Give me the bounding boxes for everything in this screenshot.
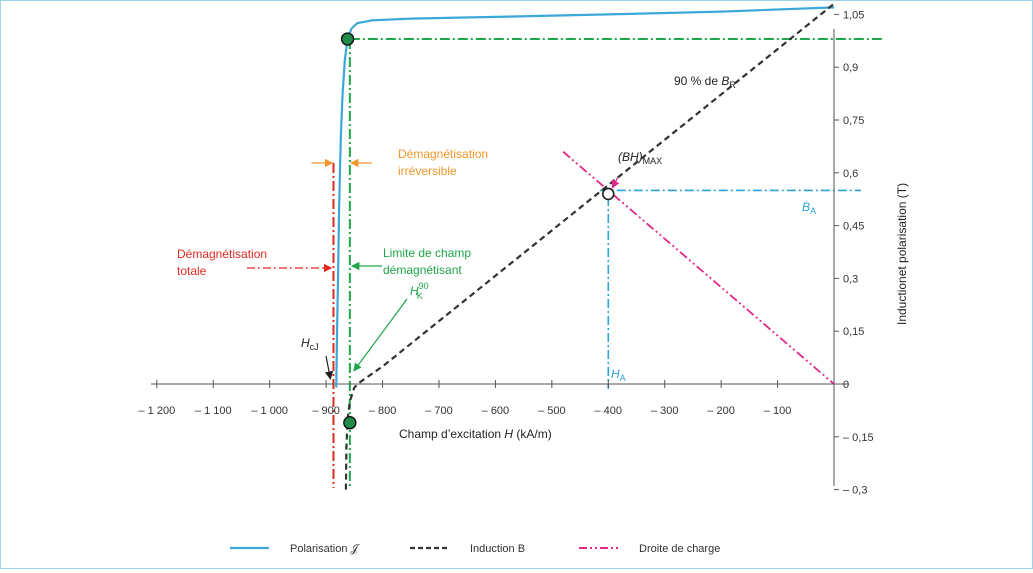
y-tick-label: 0,3	[843, 273, 858, 285]
x-tick-label: – 400	[595, 405, 623, 417]
y-tick-label: 1,05	[843, 9, 864, 21]
bh-max-marker	[601, 187, 615, 201]
operating-point-marker	[343, 416, 357, 430]
x-tick-label: – 200	[707, 405, 735, 417]
x-tick-label: – 600	[482, 405, 510, 417]
induction-curve	[344, 2, 835, 490]
label-ba: BA	[802, 200, 816, 216]
y-tick-label: – 0,15	[843, 432, 874, 444]
annotation-limite-champ: Limite de champ démagnétisant	[383, 246, 471, 277]
annotation-demag-irreversible: Démagnétisation irréversible	[398, 147, 488, 178]
legend: Polarisation 𝒥 Induction B Droite de cha…	[230, 543, 720, 555]
y-tick-label: 0,45	[843, 221, 864, 233]
hcj-arrow	[324, 355, 334, 380]
label-ha: HA	[611, 367, 626, 383]
legend-label-droite: Droite de charge	[639, 543, 720, 555]
bh-max-arrow	[611, 176, 620, 189]
load-line	[562, 151, 835, 385]
label-bh-max: (BH)MAX	[618, 150, 662, 166]
x-tick-label: – 700	[425, 405, 453, 417]
x-tick-label: – 500	[538, 405, 566, 417]
x-tick-label: – 1 200	[138, 405, 175, 417]
legend-label-induction: Induction B	[470, 543, 525, 555]
x-tick-label: – 1 000	[251, 405, 288, 417]
label-hcj: HcJ	[301, 336, 319, 352]
x-tick-label: – 1 100	[195, 405, 232, 417]
y-tick-label: – 0,3	[843, 485, 867, 497]
annotation-demag-totale: Démagnétisation totale	[177, 247, 267, 278]
x-tick-label: – 100	[764, 405, 792, 417]
x-tick-label: – 900	[312, 405, 340, 417]
y-tick-label: 0,9	[843, 62, 858, 74]
y-tick-label: 0,75	[843, 115, 864, 127]
hk90-arrow	[353, 298, 408, 372]
y-tick-label: 0,6	[843, 168, 858, 180]
y-tick-label: 0,15	[843, 326, 864, 338]
y-tick-label: 0	[843, 379, 849, 391]
x-tick-label: – 800	[369, 405, 397, 417]
x-tick-label: – 300	[651, 405, 679, 417]
operating-point-marker	[340, 32, 355, 46]
label-90-br: 90 % de BR	[674, 74, 736, 90]
legend-label-polarisation: Polarisation 𝒥	[290, 543, 361, 555]
x-axis-label: Champ d’excitation H (kA/m)	[399, 427, 552, 441]
y-axis-label: Inductionet polarisation (T)	[895, 183, 909, 325]
label-hk90: H90 K	[410, 281, 429, 301]
